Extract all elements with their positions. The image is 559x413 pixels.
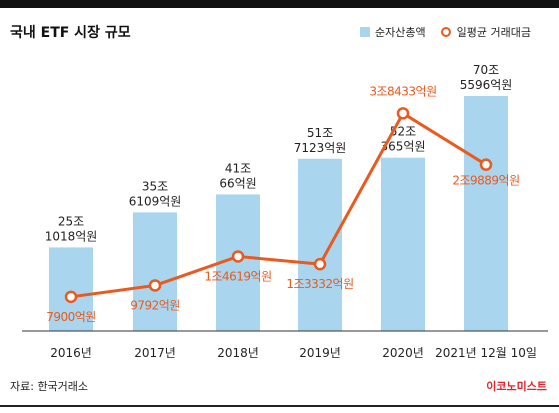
line-series [70, 111, 487, 299]
bar-label-1-0: 35조 [142, 179, 168, 193]
line-point-5 [479, 158, 493, 171]
x-tick-label-3: 2019년 [299, 346, 341, 360]
legend: 순자산총액 일평균 거래대금 [360, 24, 531, 40]
line-label-5: 2조9889억원 [452, 174, 519, 188]
bar-label-5-0: 70조 [473, 63, 499, 77]
brand-logo: 이코노미스트 [486, 380, 547, 393]
chart-title: 국내 ETF 시장 규모 [10, 25, 131, 41]
line-point-3 [313, 257, 327, 271]
bar-5 [464, 96, 508, 331]
bar-label-0-0: 25조 [58, 214, 84, 228]
bar-label-3-0: 51조 [307, 126, 333, 140]
line-point-4 [396, 107, 410, 120]
bar-1 [133, 212, 177, 331]
line-label-2: 1조4619억원 [204, 269, 271, 283]
legend-line-label: 일평균 거래대금 [456, 26, 531, 39]
bar-label-1-1: 6109억원 [129, 194, 182, 208]
bar-0 [49, 247, 93, 331]
x-tick-label-0: 2016년 [50, 346, 92, 360]
x-tick-label-1: 2017년 [134, 346, 176, 360]
bar-4 [381, 157, 425, 331]
bar-label-2-1: 66억원 [219, 176, 256, 190]
source-note: 자료: 한국거래소 [10, 380, 89, 393]
x-tick-label-5: 2021년 12월 10일 [435, 346, 537, 360]
top-rule [0, 0, 559, 8]
x-tick-label-2: 2018년 [217, 346, 259, 360]
bar-3 [298, 158, 342, 331]
x-tick-label-4: 2020년 [382, 346, 424, 360]
bar-label-3-1: 7123억원 [294, 141, 347, 155]
line-point-2 [231, 250, 245, 263]
legend-line-swatch [440, 26, 452, 38]
line-point-1 [148, 279, 162, 292]
bar-label-0-1: 1018억원 [45, 229, 98, 243]
bar-label-4-1: 365억원 [381, 140, 426, 154]
legend-bar-swatch [360, 27, 370, 37]
line-label-3: 1조3332억원 [286, 277, 353, 291]
bottom-rule [0, 405, 559, 407]
legend-bar-label: 순자산총액 [375, 26, 426, 39]
line-label-1: 9792억원 [130, 298, 180, 312]
bar-label-5-1: 5596억원 [460, 78, 513, 92]
line-label-0: 7900억원 [46, 310, 96, 324]
bar-label-2-0: 41조 [225, 161, 251, 175]
line-label-4: 3조8433억원 [369, 84, 436, 98]
line-point-0 [64, 290, 78, 304]
